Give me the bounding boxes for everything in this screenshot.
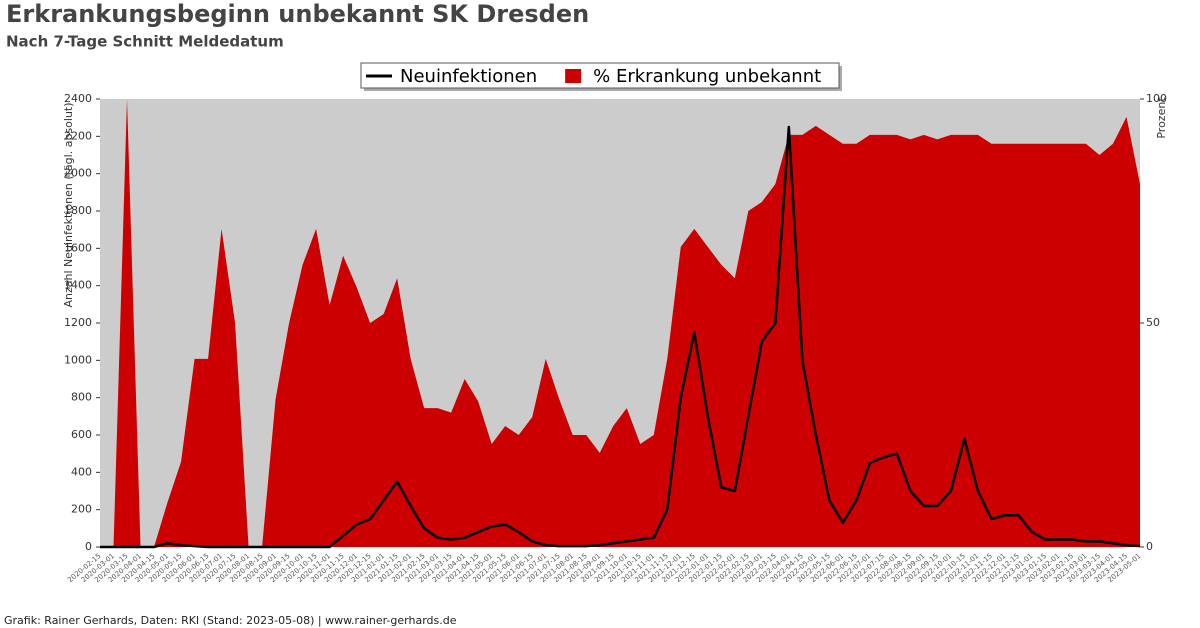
legend: Neuinfektionen % Erkrankung unbekannt [360,62,842,91]
y-tick-label: 400 [71,465,92,478]
y-tick-label: 1200 [64,316,92,329]
legend-label: % Erkrankung unbekannt [593,66,821,87]
y-tick-label: 2400 [64,92,92,105]
y-tick-label: 600 [71,428,92,441]
line [100,125,1141,549]
y-tick-label: 2200 [64,129,92,142]
y2-tick-label: 100 [1146,92,1167,105]
chart-title: Erkrankungsbeginn unbekannt SK Dresden [6,0,589,28]
legend-swatch [565,69,582,83]
legend-label: Neuinfektionen [400,66,537,87]
legend-box [360,62,840,89]
area [100,99,1140,547]
y2-axis-label: Prozent [1155,97,1168,139]
y-axis-label: Anzahl Neuinfektionen (tägl. absolut) [62,102,75,307]
y-tick-label: 800 [71,391,92,404]
y-tick-label: 1800 [64,204,92,217]
chart-subtitle: Nach 7-Tage Schnitt Meldedatum [6,33,284,51]
y-tick-label: 1600 [64,241,92,254]
y-tick-label: 200 [71,503,92,516]
footer: Grafik: Rainer Gerhards, Daten: RKI (Sta… [4,614,457,627]
y-tick-label: 2000 [64,167,92,180]
y2-tick-label: 50 [1146,316,1160,329]
y-tick-label: 1000 [64,353,92,366]
y-tick-label: 1400 [64,279,92,292]
y2-tick-label: 0 [1146,540,1153,553]
y-tick-label: 0 [85,540,92,553]
